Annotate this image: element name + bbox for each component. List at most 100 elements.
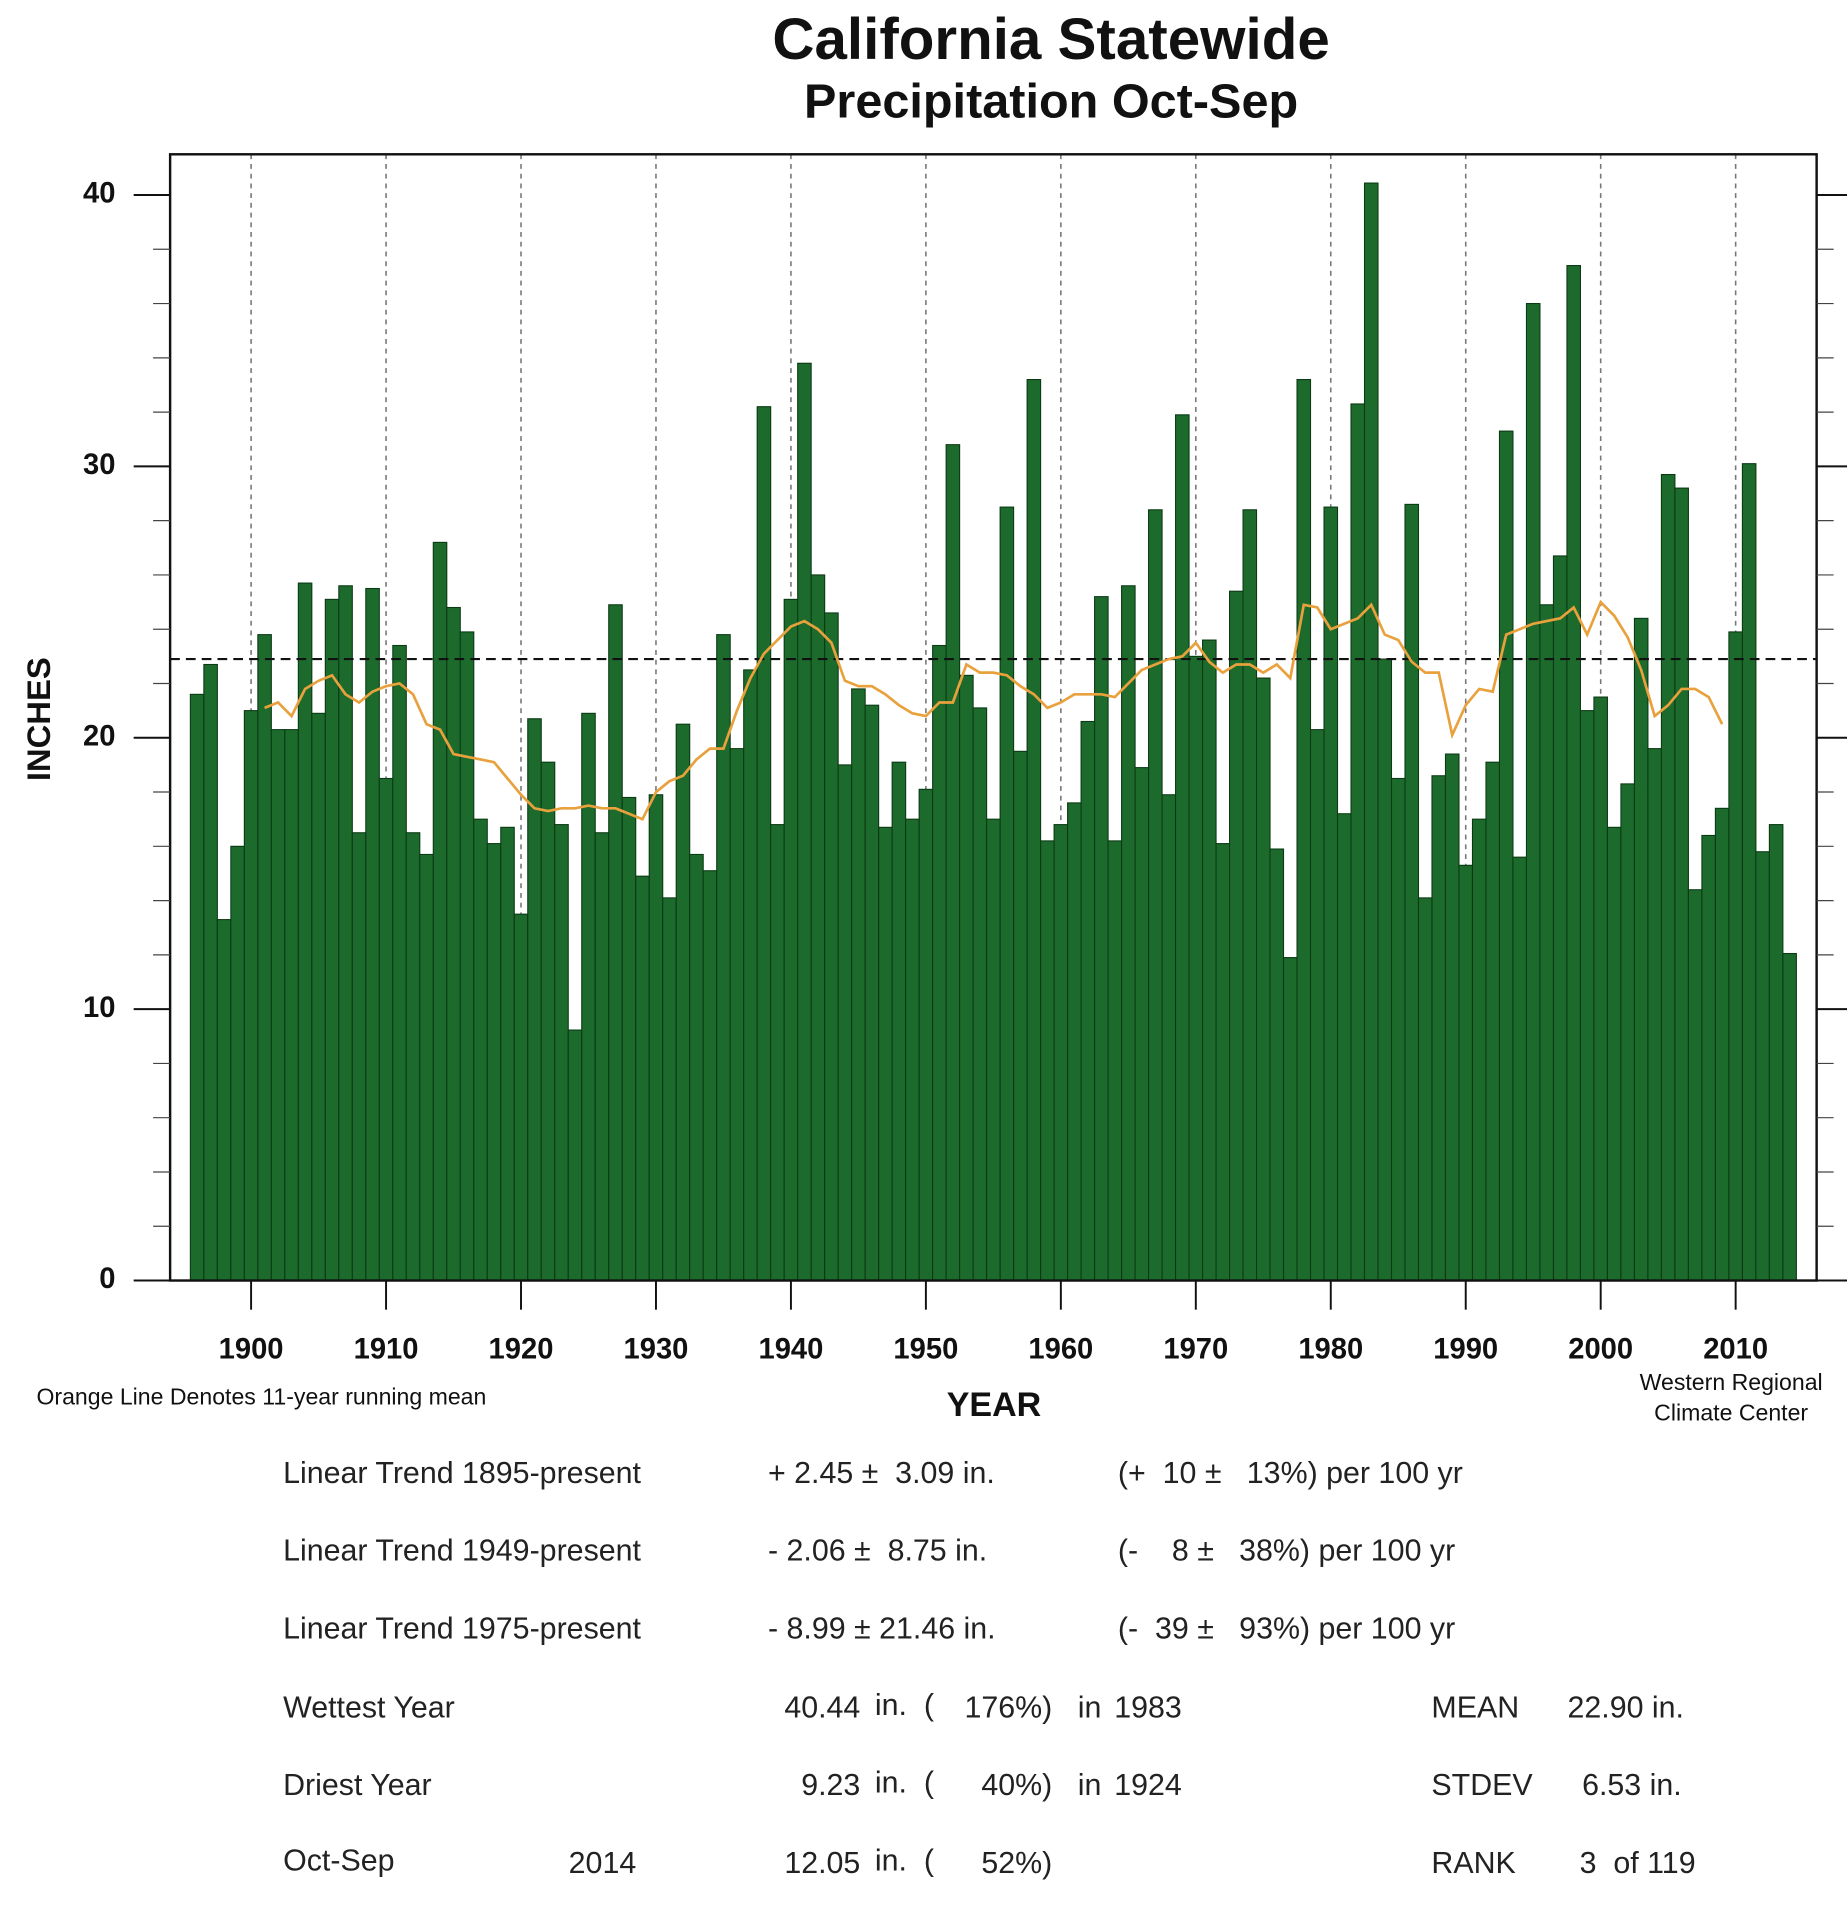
bar [1404, 503, 1420, 1282]
bar [311, 712, 326, 1282]
stat-value: 3 of 119 [1580, 1847, 1696, 1880]
bar [810, 574, 826, 1282]
bar [608, 604, 623, 1282]
bar [1444, 753, 1460, 1282]
bar [662, 897, 677, 1282]
stat-label: Linear Trend 1975-present [283, 1612, 641, 1645]
stat-value: - 2.06 ± 8.75 in. [768, 1535, 987, 1568]
bar [918, 788, 934, 1282]
stat-year: 1924 [1114, 1769, 1182, 1802]
bar [1067, 802, 1082, 1282]
bar [230, 845, 245, 1282]
bar [1255, 677, 1271, 1282]
bar [473, 818, 488, 1282]
bar [1080, 720, 1096, 1282]
bar [1350, 403, 1366, 1282]
stat-unit: in. ( [875, 1844, 934, 1877]
x-tick-label: 1910 [354, 1334, 419, 1366]
x-tick-label: 1930 [624, 1334, 689, 1366]
bar [1282, 957, 1298, 1282]
bar [1485, 761, 1501, 1282]
bar [1525, 303, 1541, 1282]
stat-label: RANK [1431, 1847, 1515, 1880]
credit: Western Regional [1640, 1369, 1823, 1395]
bar [1714, 807, 1730, 1282]
stat-percent: (- 8 ± 38%) per 100 yr [1118, 1535, 1455, 1568]
stat-unit: in. ( [875, 1767, 934, 1800]
bar [351, 832, 367, 1282]
stat-label: MEAN [1431, 1691, 1519, 1724]
credit: Climate Center [1654, 1399, 1808, 1425]
bar [1633, 617, 1649, 1282]
bar [1512, 856, 1528, 1282]
bar [1674, 487, 1689, 1282]
bar [486, 843, 502, 1282]
bar [1390, 777, 1406, 1282]
bar [945, 444, 961, 1282]
stat-label: Linear Trend 1949-present [283, 1535, 641, 1568]
y-axis-label: INCHES [20, 657, 57, 781]
stat-percent: 52%) [981, 1847, 1052, 1880]
bar [824, 612, 839, 1282]
bar [1431, 775, 1447, 1282]
bar [1755, 851, 1770, 1282]
bar [1566, 265, 1581, 1282]
stat-value: - 8.99 ± 21.46 in. [768, 1612, 996, 1645]
bar [392, 644, 407, 1282]
bar [459, 631, 475, 1282]
bar [446, 606, 461, 1282]
bar [216, 919, 232, 1282]
bar [1107, 840, 1123, 1282]
bar [972, 707, 988, 1282]
note: Orange Line Denotes 11-year running mean [36, 1383, 486, 1409]
bar [1647, 748, 1662, 1282]
bar [1539, 604, 1554, 1282]
bar [1013, 750, 1028, 1282]
bar [378, 777, 394, 1282]
stat-percent: (- 39 ± 93%) per 100 yr [1118, 1612, 1455, 1645]
bar [594, 832, 610, 1282]
bar [324, 598, 340, 1282]
bar [689, 853, 704, 1282]
bar [851, 688, 866, 1282]
bar [648, 794, 664, 1282]
y-tick-label: 10 [83, 992, 115, 1024]
stat-label: STDEV [1431, 1769, 1533, 1802]
bar [702, 870, 718, 1282]
bar [1768, 824, 1784, 1282]
bar [1417, 897, 1433, 1282]
bar [1471, 818, 1487, 1282]
x-tick-label: 1900 [219, 1334, 284, 1366]
stat-unit: in. ( [875, 1689, 934, 1722]
bar [405, 832, 421, 1282]
stat-label: Linear Trend 1895-present [283, 1457, 641, 1490]
bar [1363, 182, 1379, 1282]
chart-subtitle: Precipitation Oct-Sep [804, 74, 1298, 128]
stat-label: Oct-Sep [283, 1844, 394, 1877]
bar [554, 824, 569, 1282]
bar [1620, 783, 1635, 1282]
stat-value: 12.05 [784, 1847, 860, 1880]
bar [1552, 555, 1568, 1282]
bar [932, 644, 947, 1282]
bar [1242, 509, 1258, 1282]
x-tick-label: 1990 [1433, 1334, 1498, 1366]
bar [1579, 710, 1595, 1282]
bar [1458, 864, 1474, 1282]
stat-value: 6.53 in. [1582, 1769, 1682, 1802]
bar [675, 723, 691, 1282]
stat-value: 40.44 [784, 1691, 860, 1724]
bar [513, 913, 529, 1282]
bar [500, 826, 515, 1282]
bar [581, 712, 596, 1282]
bar [837, 764, 853, 1282]
x-tick-label: 1950 [893, 1334, 958, 1366]
bar [270, 729, 286, 1282]
stat-label: Wettest Year [283, 1691, 455, 1724]
bar [986, 818, 1001, 1282]
bar [189, 693, 205, 1282]
bar [1687, 889, 1703, 1282]
bar [1701, 834, 1716, 1282]
y-tick-label: 40 [83, 178, 115, 210]
bar [621, 796, 637, 1282]
